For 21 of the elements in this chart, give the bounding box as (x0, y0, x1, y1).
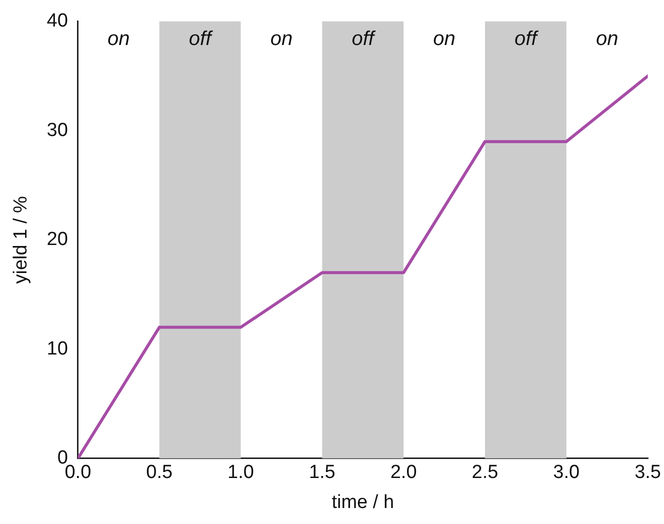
x-tick-label: 0.0 (64, 462, 92, 484)
band-label: off (188, 28, 214, 50)
annotation: on (270, 28, 293, 50)
band-label: off (352, 28, 376, 50)
annotation: on (433, 28, 456, 50)
y-axis-title: yield 1 / % (10, 196, 32, 284)
x-tick-label: 1.0 (228, 462, 254, 484)
x-tick-label: 3.5 (634, 462, 662, 484)
band-label: off (514, 28, 540, 50)
y-tick-label: 20 (46, 229, 68, 250)
x-tick-label: 2.5 (472, 462, 498, 484)
x-axis-title: time / h (332, 492, 394, 513)
y-tick-label: 40 (46, 10, 68, 32)
y-tick-label: 30 (46, 120, 68, 141)
annotation: on (108, 28, 130, 50)
x-tick-label: 2.0 (390, 462, 417, 484)
annotation: on (596, 28, 618, 50)
x-tick-label: 1.5 (308, 462, 336, 484)
x-tick-label: 0.5 (146, 462, 173, 484)
y-tick-label: 10 (46, 338, 68, 360)
x-tick-label: 3.0 (553, 462, 580, 484)
